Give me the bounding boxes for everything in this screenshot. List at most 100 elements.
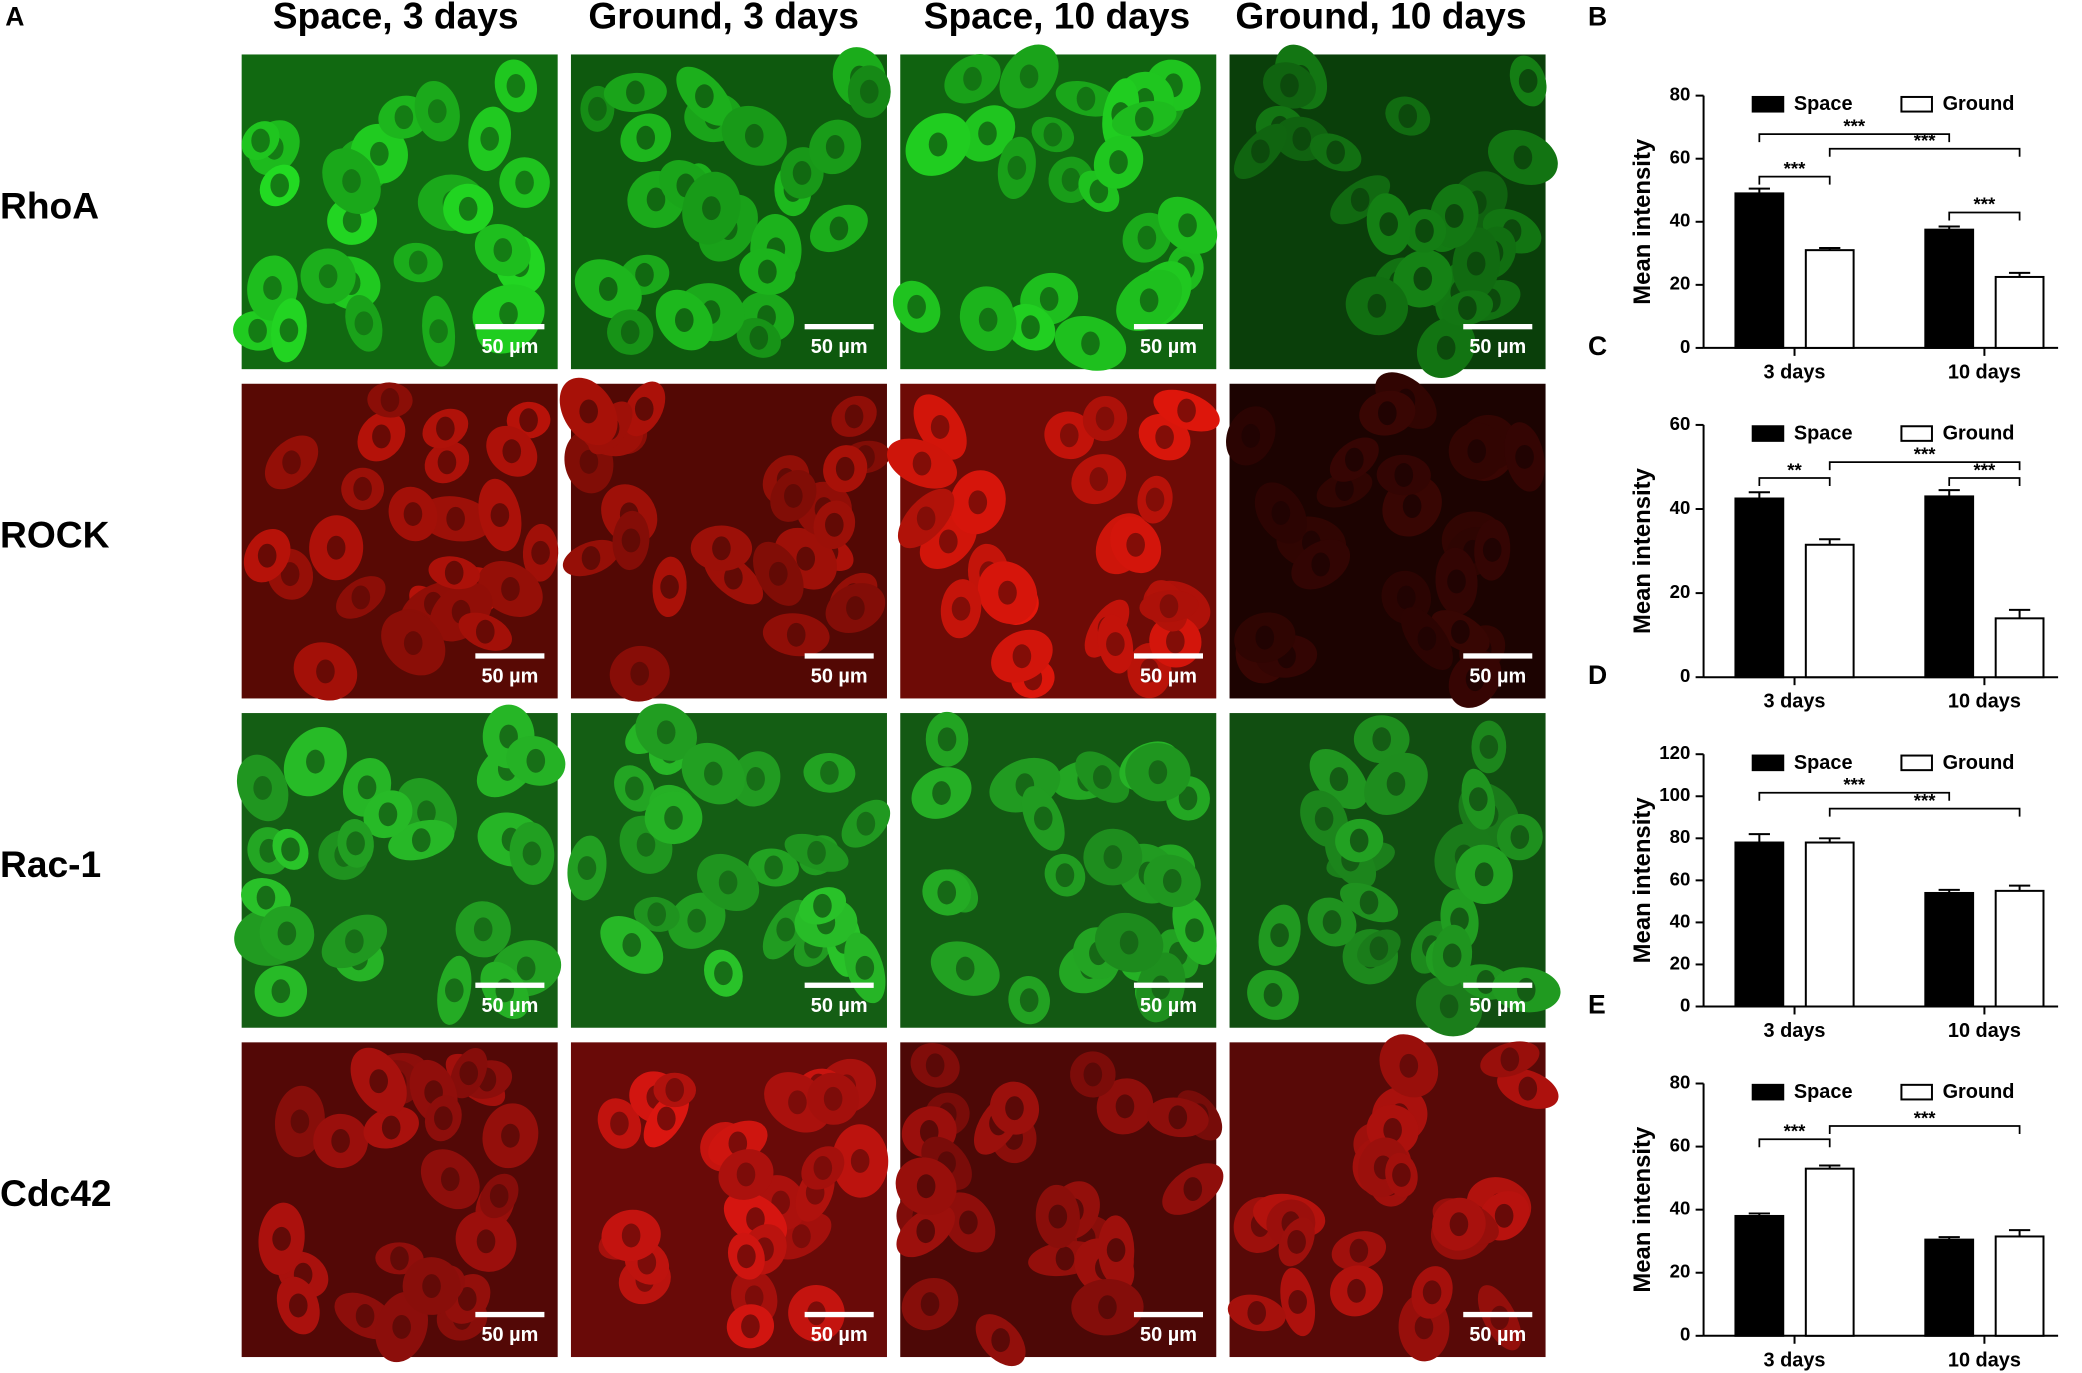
scale-bar	[1463, 324, 1533, 330]
micrograph: 50 µm	[241, 382, 559, 701]
scale-bar	[804, 1311, 874, 1318]
nucleus	[381, 1115, 401, 1140]
nucleus	[577, 856, 597, 880]
nucleus	[380, 388, 400, 412]
significance-bracket	[1828, 807, 2021, 817]
nucleus	[370, 141, 389, 166]
scale-bar	[1133, 324, 1203, 330]
micrograph: 50 µm	[241, 1042, 558, 1363]
scale-bar	[1463, 1311, 1533, 1318]
nucleus	[1402, 494, 1422, 519]
scale-bar-label: 50 µm	[481, 1324, 538, 1346]
nucleus	[1089, 179, 1109, 204]
nucleus	[1439, 994, 1459, 1019]
nucleus	[499, 302, 518, 326]
nucleus	[807, 840, 826, 865]
y-tick-label: 60	[1670, 868, 1691, 889]
scale-bar	[475, 1311, 545, 1318]
nucleus	[744, 1285, 764, 1310]
nucleus	[1367, 293, 1387, 318]
error-bar	[1748, 1212, 1770, 1216]
nucleus	[1178, 786, 1198, 811]
nucleus	[355, 1304, 375, 1328]
nucleus	[271, 979, 291, 1004]
nucleus	[664, 805, 683, 830]
nucleus	[1476, 970, 1496, 994]
nucleus	[1019, 64, 1039, 89]
bar	[1924, 228, 1975, 349]
nucleus	[928, 132, 948, 157]
scale-bar	[475, 982, 545, 988]
nucleus	[776, 917, 795, 942]
error-bar	[1748, 491, 1770, 499]
legend-swatch	[1751, 1083, 1785, 1101]
scale-bar-label: 50 µm	[481, 336, 538, 358]
scale-bar-label: 50 µm	[1140, 995, 1197, 1017]
nucleus	[1422, 1280, 1442, 1305]
micrograph: 50 µm	[1227, 1034, 1559, 1362]
nucleus	[1168, 1105, 1188, 1130]
nucleus	[408, 250, 428, 275]
nucleus	[846, 596, 865, 620]
nucleus	[288, 1293, 308, 1318]
legend-label: Space	[1794, 422, 1853, 444]
nucleus	[1392, 1162, 1411, 1187]
nucleus	[647, 902, 667, 927]
y-tick-label: 40	[1670, 210, 1691, 231]
micrograph: 50 µm	[570, 47, 891, 370]
micrograph: 50 µm	[1229, 44, 1558, 379]
nucleus	[718, 870, 738, 895]
nucleus	[1109, 150, 1128, 175]
nucleus	[326, 535, 346, 560]
x-tick-label: 3 days	[1764, 361, 1826, 383]
micrograph: 50 µm	[892, 44, 1218, 371]
bar	[1924, 495, 1975, 679]
nucleus	[522, 841, 542, 866]
nucleus	[318, 264, 338, 289]
significance-label: ***	[1914, 130, 1936, 151]
significance-label: ***	[1843, 115, 1865, 136]
x-tick-label: 10 days	[1948, 691, 2021, 713]
micrograph: 50 µm	[1229, 713, 1561, 1037]
scale-bar-label: 50 µm	[811, 336, 868, 358]
y-tick-label: 20	[1670, 952, 1691, 973]
nucleus	[1255, 625, 1275, 650]
nucleus	[417, 800, 436, 825]
nucleus	[792, 1224, 811, 1249]
significance-label: ***	[1784, 1121, 1806, 1142]
nucleus	[316, 659, 335, 684]
nucleus	[1021, 315, 1040, 340]
nucleus	[825, 134, 845, 159]
y-tick-label: 60	[1670, 413, 1691, 434]
nucleus	[1039, 287, 1059, 311]
error-bar	[1819, 1164, 1841, 1169]
nucleus	[835, 456, 855, 481]
scale-bar	[475, 653, 545, 659]
row-label: ROCK	[0, 514, 110, 556]
bar	[1994, 275, 2045, 349]
nucleus	[372, 424, 391, 449]
nucleus	[1469, 787, 1488, 812]
nucleus	[916, 506, 936, 531]
nucleus	[704, 761, 723, 786]
nucleus	[937, 880, 957, 905]
nucleus	[1098, 1295, 1117, 1320]
nucleus	[501, 1123, 520, 1148]
legend-label: Space	[1794, 1081, 1853, 1103]
nucleus	[855, 955, 875, 980]
panel-label: A	[5, 2, 24, 32]
micrograph: 50 µm	[567, 703, 891, 1028]
nucleus	[1513, 145, 1533, 170]
nucleus	[1106, 632, 1125, 657]
x-tick-label: 10 days	[1948, 1349, 2021, 1371]
bar	[1804, 543, 1855, 679]
panel-label: B	[1588, 2, 1607, 32]
y-tick-label: 40	[1670, 497, 1691, 518]
y-axis-label: Mean intensity	[1629, 1126, 1656, 1293]
nucleus	[457, 1286, 477, 1311]
nucleus	[825, 512, 844, 537]
nucleus	[411, 828, 431, 853]
nucleus	[1155, 425, 1174, 450]
nucleus	[656, 720, 676, 745]
legend-label: Ground	[1943, 1081, 2015, 1103]
